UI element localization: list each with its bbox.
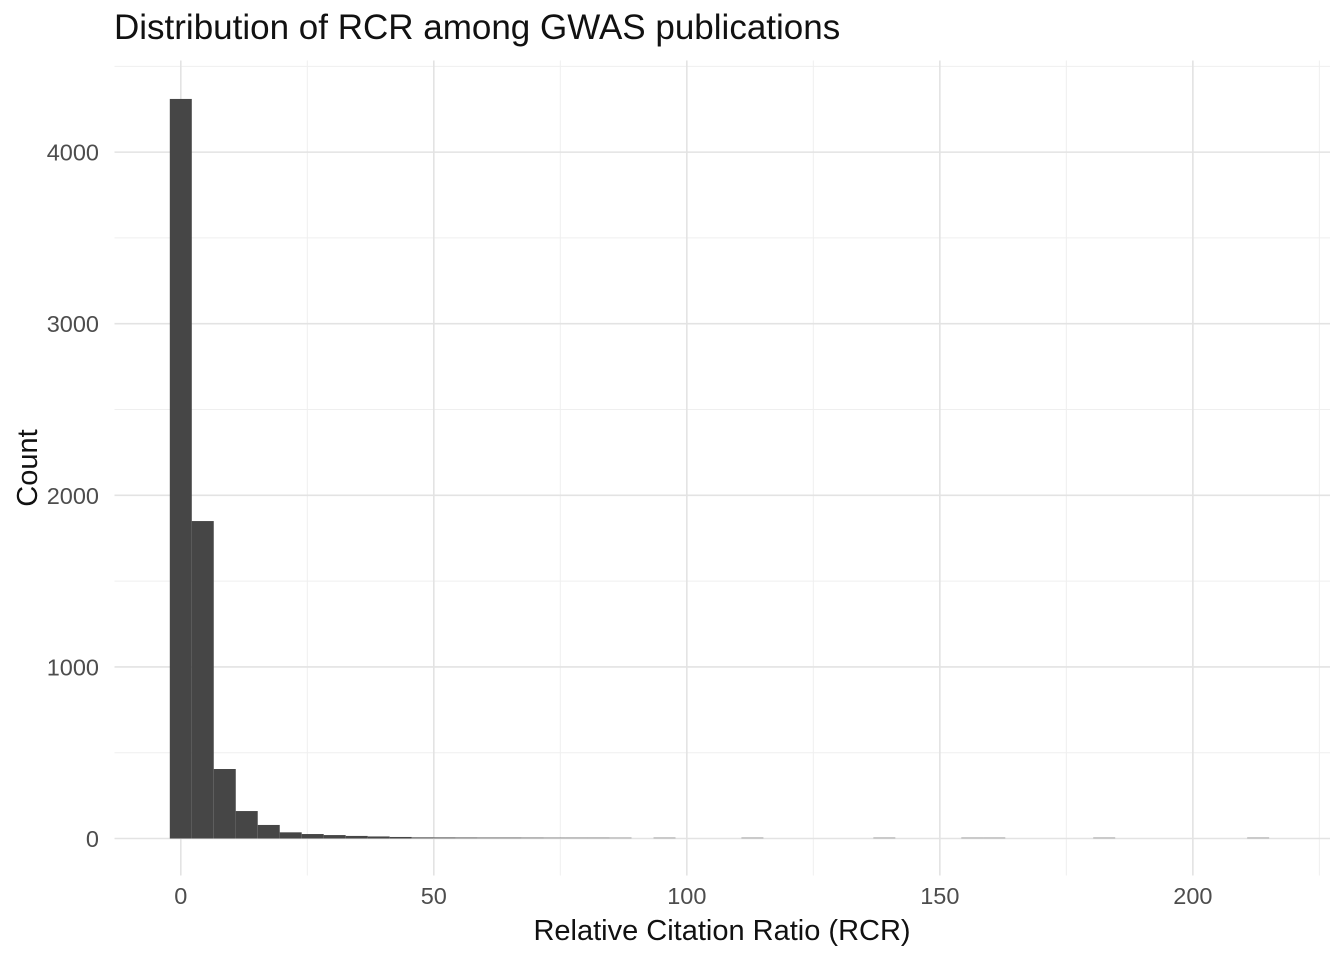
y-tick-label-0: 0 <box>86 826 99 852</box>
histogram-bar-1 <box>191 521 214 839</box>
histogram-bar-0 <box>169 98 192 839</box>
x-axis-tick-labels: 0 50 100 150 200 <box>174 883 1212 909</box>
x-tick-label-3: 150 <box>920 883 959 909</box>
histogram-bar-3 <box>235 811 258 839</box>
histogram-bar-23 <box>873 837 896 839</box>
y-tick-label-1: 1000 <box>47 654 99 680</box>
histogram-bar-6 <box>301 834 324 839</box>
histogram-bar-4 <box>257 824 280 839</box>
histogram-bar-2 <box>213 769 236 839</box>
histogram-bar-26 <box>1093 837 1116 839</box>
histogram-bar-22 <box>741 837 764 839</box>
histogram-bar-24 <box>961 837 984 839</box>
y-axis-tick-labels: 0 1000 2000 3000 4000 <box>47 140 99 852</box>
histogram-bar-12 <box>433 837 456 839</box>
histogram-bar-7 <box>323 835 346 839</box>
chart-title: Distribution of RCR among GWAS publicati… <box>114 8 840 47</box>
histogram-bar-19 <box>587 837 610 839</box>
histogram-bar-21 <box>653 837 676 839</box>
x-tick-label-0: 0 <box>174 883 187 909</box>
histogram-bar-9 <box>367 836 390 839</box>
x-tick-label-2: 100 <box>667 883 706 909</box>
histogram-bar-8 <box>345 835 368 839</box>
histogram-bar-25 <box>983 837 1006 839</box>
y-tick-label-2: 2000 <box>47 483 99 509</box>
histogram-bar-5 <box>279 832 302 839</box>
y-tick-label-4: 4000 <box>47 140 99 166</box>
histogram-bar-17 <box>543 837 566 839</box>
histogram-bar-13 <box>455 837 478 839</box>
histogram-bar-18 <box>565 837 588 839</box>
x-tick-label-1: 50 <box>421 883 447 909</box>
histogram-bar-20 <box>609 837 632 839</box>
histogram-bar-11 <box>411 837 434 839</box>
y-axis-title: Count <box>12 429 44 506</box>
histogram-bar-16 <box>521 837 544 839</box>
x-tick-label-4: 200 <box>1173 883 1212 909</box>
gridlines-minor <box>114 60 1330 876</box>
y-tick-label-3: 3000 <box>47 311 99 337</box>
histogram-bar-10 <box>389 836 412 839</box>
histogram-bar-14 <box>477 837 500 839</box>
histogram-bar-27 <box>1247 837 1270 839</box>
x-axis-title: Relative Citation Ratio (RCR) <box>533 915 910 947</box>
histogram-bar-15 <box>499 837 522 839</box>
histogram-bars <box>169 98 1270 839</box>
